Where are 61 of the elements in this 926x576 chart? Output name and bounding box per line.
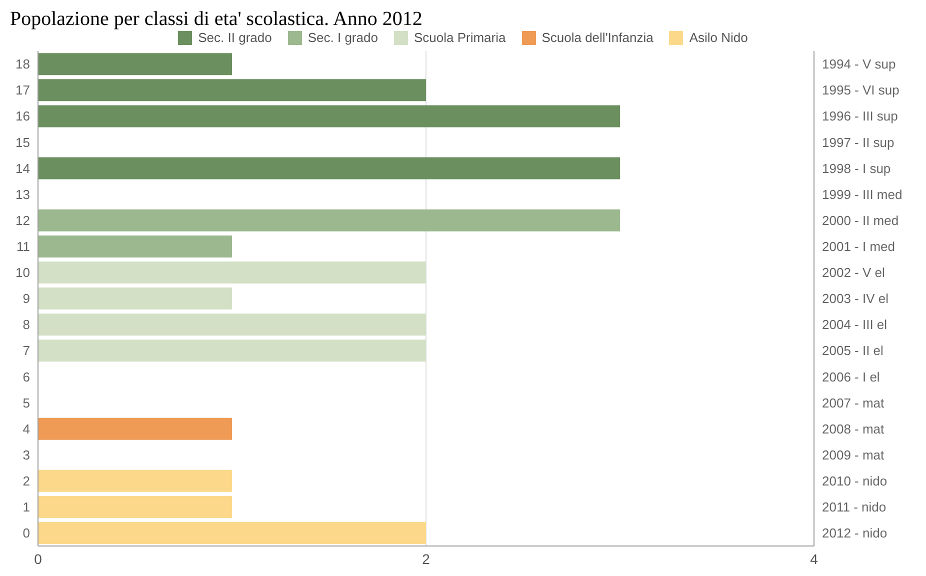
y-tick-label: 14 [16, 160, 30, 176]
y-tick-label: 9 [22, 291, 30, 306]
y2-tick-label: 2007 - mat [822, 395, 885, 410]
legend-label: Scuola dell'Infanzia [540, 30, 654, 45]
x-tick-label: 4 [810, 550, 818, 567]
y2-tick-label: 2005 - II el [822, 343, 884, 358]
y-tick-label: 10 [16, 265, 30, 280]
y-tick-label: 16 [16, 108, 30, 124]
bar [38, 157, 620, 180]
y2-tick-label: 2003 - IV el [822, 291, 889, 306]
legend-label: Sec. I grado [306, 30, 378, 45]
y-tick-label: 1 [22, 500, 30, 515]
y-tick-label: 15 [16, 134, 30, 150]
x-tick-label: 2 [422, 550, 430, 567]
y2-tick-label: 2006 - I el [822, 369, 880, 384]
y-tick-label: 17 [16, 82, 30, 98]
bar [38, 53, 232, 76]
bar [38, 470, 232, 492]
bar [38, 209, 620, 232]
bar [38, 288, 232, 310]
legend-label: Scuola Primaria [412, 30, 506, 45]
legend-label: Asilo Nido [688, 30, 748, 45]
bar [38, 496, 232, 518]
bar [38, 105, 620, 128]
y-tick-label: 8 [22, 317, 30, 332]
y2-tick-label: 1995 - VI sup [822, 82, 900, 98]
y2-tick-label: 2004 - III el [822, 317, 888, 332]
y-tick-label: 7 [22, 343, 30, 358]
bar [38, 79, 426, 102]
y-tick-label: 18 [16, 56, 30, 72]
y-tick-label: 11 [16, 239, 30, 254]
y-tick-label: 3 [22, 447, 30, 462]
y2-tick-label: 2001 - I med [822, 239, 895, 254]
y2-tick-label: 2009 - mat [822, 447, 885, 462]
y2-tick-label: 1994 - V sup [822, 56, 896, 72]
y2-tick-label: 1997 - II sup [822, 134, 894, 150]
y-tick-label: 2 [22, 473, 30, 488]
y2-tick-label: 2012 - nido [822, 526, 888, 541]
y-tick-label: 6 [22, 369, 30, 384]
bar [38, 314, 426, 336]
bar [38, 340, 426, 362]
y-tick-label: 12 [16, 212, 30, 228]
y2-tick-label: 1998 - I sup [822, 160, 891, 176]
y-tick-label: 13 [16, 186, 30, 202]
y-tick-label: 0 [22, 526, 30, 541]
y2-tick-label: 2008 - mat [822, 421, 885, 436]
y2-tick-label: 1996 - III sup [822, 108, 898, 124]
y2-tick-label: 1999 - III med [822, 186, 902, 202]
y-tick-label: 4 [22, 421, 30, 436]
bar [38, 418, 232, 440]
y-tick-label: 5 [22, 395, 30, 410]
y2-tick-label: 2010 - nido [822, 473, 888, 488]
bar [38, 262, 426, 284]
y2-tick-label: 2011 - nido [822, 500, 886, 515]
legend-label: Sec. II grado [197, 30, 272, 45]
y2-tick-label: 2000 - II med [822, 212, 899, 228]
y2-tick-label: 2002 - V el [822, 265, 885, 280]
chart-title: Popolazione per classi di eta' scolastica. Anno 2012 [9, 8, 424, 30]
x-tick-label: 0 [34, 550, 42, 567]
bar [38, 522, 426, 544]
bar [38, 235, 232, 258]
